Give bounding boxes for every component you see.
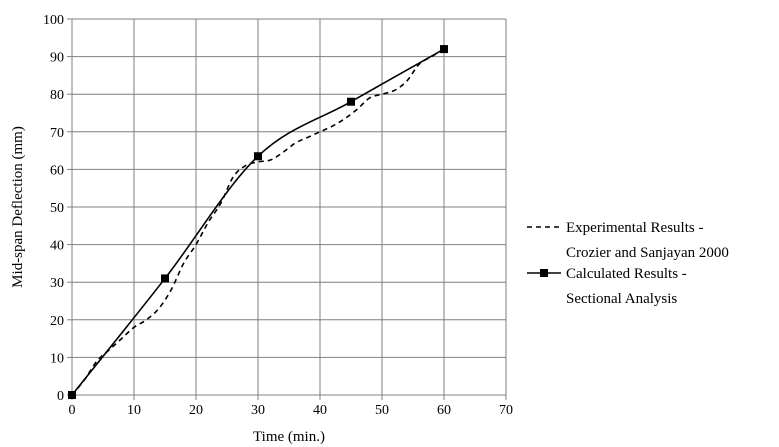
y-tick-label: 50 xyxy=(50,201,64,216)
legend: Experimental Results - Crozier and Sanja… xyxy=(527,220,729,307)
data-point-marker xyxy=(68,391,76,399)
series-line-calculated xyxy=(71,48,445,396)
tick-labels: 0 10 20 30 40 50 60 70 0 10 20 30 40 50 60 70 80 90 100 xyxy=(43,13,513,418)
legend-item-calculated: Calculated Results - Sectional Analysis xyxy=(527,266,687,307)
series-line-experimental xyxy=(71,48,445,396)
x-tick-label: 60 xyxy=(437,403,451,418)
y-tick-label: 90 xyxy=(50,51,64,66)
x-tick-label: 0 xyxy=(69,403,76,418)
legend-marker-square xyxy=(540,269,548,277)
x-tick-label: 10 xyxy=(127,403,141,418)
x-tick-label: 70 xyxy=(499,403,513,418)
legend-label-line1: Calculated Results - xyxy=(566,266,687,282)
x-tick-label: 20 xyxy=(189,403,203,418)
x-tick-label: 50 xyxy=(375,403,389,418)
y-tick-label: 10 xyxy=(50,351,64,366)
axes xyxy=(67,18,507,400)
legend-label-line2: Crozier and Sanjayan 2000 xyxy=(566,245,729,261)
y-tick-label: 100 xyxy=(43,13,64,28)
legend-item-experimental: Experimental Results - Crozier and Sanja… xyxy=(527,220,729,261)
y-tick-label: 40 xyxy=(50,239,64,254)
data-point-marker xyxy=(254,152,262,161)
y-tick-label: 80 xyxy=(50,88,64,103)
y-axis-title: Mid-span Deflection (mm) xyxy=(10,126,26,288)
y-tick-label: 30 xyxy=(50,276,64,291)
y-tick-label: 0 xyxy=(57,389,64,404)
legend-label-line1: Experimental Results - xyxy=(566,220,703,236)
x-axis-title: Time (min.) xyxy=(253,429,325,445)
x-tick-label: 40 xyxy=(313,403,327,418)
series-lines xyxy=(68,45,448,399)
grid xyxy=(71,18,507,396)
x-tick-label: 30 xyxy=(251,403,265,418)
data-point-marker xyxy=(440,45,448,54)
y-tick-label: 60 xyxy=(50,163,64,178)
legend-label-line2: Sectional Analysis xyxy=(566,291,677,307)
y-tick-label: 20 xyxy=(50,314,64,329)
y-tick-label: 70 xyxy=(50,126,64,141)
data-point-marker xyxy=(161,274,169,283)
data-point-marker xyxy=(347,97,355,106)
